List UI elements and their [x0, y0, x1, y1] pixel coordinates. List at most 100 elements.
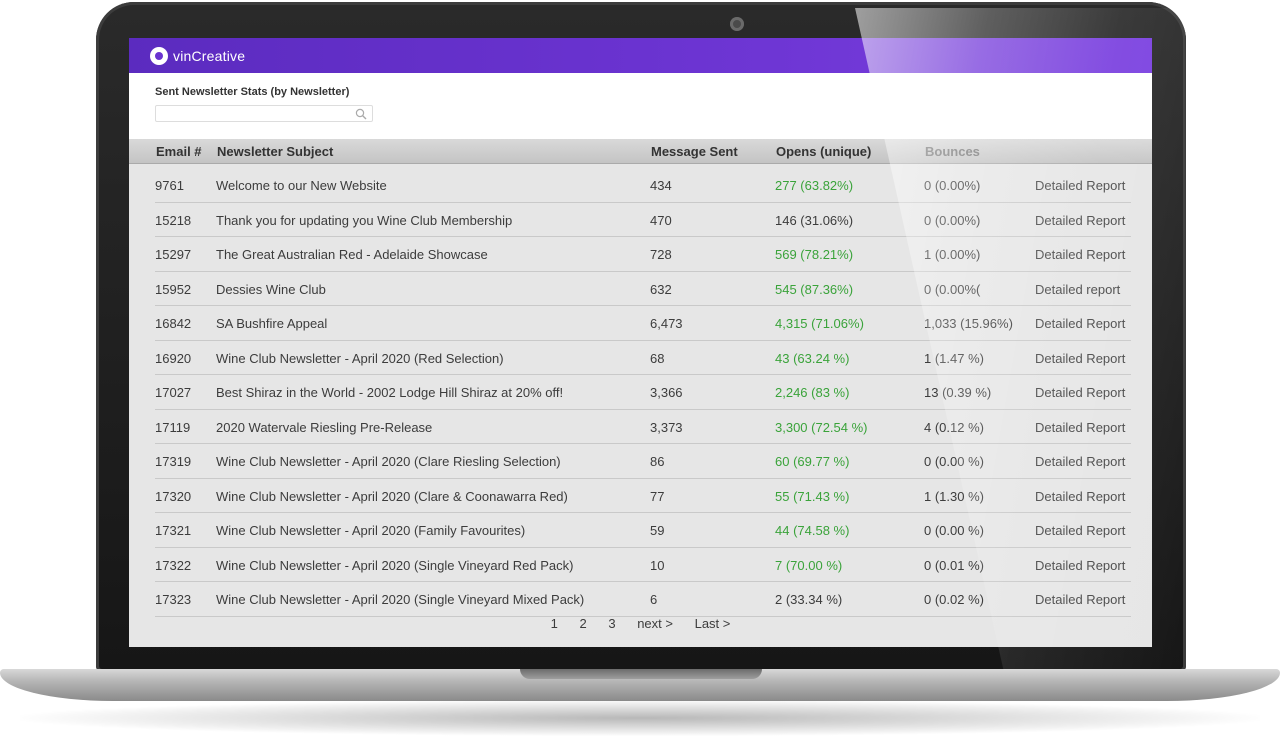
title-area: Sent Newsletter Stats (by Newsletter) [129, 73, 1152, 139]
bounces-cell: 0 (0.00%( [924, 281, 981, 297]
bounces-cell: 1,033 (15.96%) [924, 316, 1013, 331]
detailed-report-link[interactable]: Detailed Report [1035, 178, 1126, 193]
vincreative-logo-icon[interactable] [150, 46, 168, 65]
sent-count-cell: 434 [650, 178, 672, 193]
table-row: 17027 Best Shiraz in the World - 2002 Lod… [155, 375, 1131, 410]
laptop-shadow [20, 700, 1260, 736]
bounces-cell: 0 (0.00 %) [924, 454, 984, 469]
bounces-cell: 4 (0.12 %) [924, 419, 984, 435]
email-id-cell: 17321 [155, 523, 192, 538]
page-link-1[interactable]: 1 [550, 616, 558, 631]
detailed-report-link[interactable]: Detailed Report [1035, 523, 1126, 538]
detailed-report-link[interactable]: Detailed Report [1035, 385, 1126, 400]
detailed-report-link[interactable]: Detailed report [1035, 281, 1121, 297]
sent-count-cell: 3,366 [650, 385, 683, 400]
opens-cell: 55 (71.43 %) [775, 488, 850, 504]
detailed-report-link[interactable]: Detailed Report [1035, 592, 1126, 607]
sent-count-cell: 86 [650, 454, 665, 469]
header-email[interactable]: Email # [156, 144, 202, 159]
table-row: 17320 Wine Club Newsletter - April 2020 (… [155, 479, 1131, 513]
table-row: 17322 Wine Club Newsletter - April 2020 (… [155, 548, 1131, 582]
sent-count-cell: 728 [650, 247, 672, 262]
bounces-cell: 1 (1.47 %) [924, 350, 984, 366]
subject-cell: Wine Club Newsletter - April 2020 (Singl… [216, 592, 585, 607]
header-bounces[interactable]: Bounces [925, 144, 980, 159]
sent-count-cell: 3,373 [650, 419, 683, 435]
email-id-cell: 17320 [155, 488, 192, 504]
bounces-cell: 0 (0.01 %) [924, 557, 984, 573]
detailed-report-link[interactable]: Detailed Report [1035, 212, 1126, 228]
email-id-cell: 17027 [155, 385, 192, 400]
email-id-cell: 17119 [155, 419, 191, 435]
email-id-cell: 15952 [155, 281, 192, 297]
detailed-report-link[interactable]: Detailed Report [1035, 316, 1126, 331]
detailed-report-link[interactable]: Detailed Report [1035, 419, 1126, 435]
opens-cell: 146 (31.06%) [775, 212, 854, 228]
table-header: Email # Newsletter Subject Message Sent … [129, 139, 1152, 164]
header-opens[interactable]: Opens (unique) [776, 144, 872, 159]
sent-count-cell: 6 [650, 592, 658, 607]
subject-cell: Wine Club Newsletter - April 2020 (Clare… [216, 488, 568, 504]
opens-cell: 277 (63.82%) [775, 178, 854, 193]
opens-cell: 7 (70.00 %) [775, 557, 843, 573]
page-title: Sent Newsletter Stats (by Newsletter) [155, 86, 350, 98]
header-sent[interactable]: Message Sent [651, 144, 738, 159]
subject-cell: Best Shiraz in the World - 2002 Lodge Hi… [216, 385, 564, 400]
brand-name[interactable]: vinCreative [173, 47, 246, 64]
webcam [730, 17, 744, 31]
sent-count-cell: 6,473 [650, 316, 683, 331]
subject-cell: Dessies Wine Club [216, 281, 326, 297]
table-row: 16842 SA Bushfire Appeal 6,473 4,315 (71.06… [155, 306, 1131, 341]
email-id-cell: 16842 [155, 316, 192, 331]
screen: vinCreative Sent Newsletter Stats (by Ne… [129, 38, 1152, 647]
sent-count-cell: 59 [650, 523, 665, 538]
last-page-link[interactable]: Last > [694, 616, 731, 631]
bounces-cell: 1 (0.00%) [924, 247, 981, 262]
email-id-cell: 15297 [155, 247, 192, 262]
opens-cell: 2,246 (83 %) [775, 385, 850, 400]
bounces-cell: 1 (1.30 %) [924, 488, 984, 504]
subject-cell: Wine Club Newsletter - April 2020 (Clare… [216, 454, 561, 469]
opens-cell: 60 (69.77 %) [775, 454, 850, 469]
search-input[interactable] [155, 105, 373, 122]
table-row: 15297 The Great Australian Red - Adelaide… [155, 237, 1131, 272]
subject-cell: The Great Australian Red - Adelaide Show… [216, 247, 488, 262]
subject-cell: Wine Club Newsletter - April 2020 (Red S… [216, 350, 504, 366]
search-icon[interactable] [355, 108, 367, 120]
email-id-cell: 9761 [155, 178, 184, 193]
detailed-report-link[interactable]: Detailed Report [1035, 488, 1126, 504]
next-page-link[interactable]: next > [637, 616, 673, 631]
bounces-cell: 0 (0.00 %) [924, 523, 984, 538]
table-row: 9761 Welcome to our New Website 434 277 (63… [155, 168, 1131, 203]
opens-cell: 545 (87.36%) [775, 281, 854, 297]
opens-cell: 43 (63.24 %) [775, 350, 850, 366]
bounces-cell: 0 (0.00%) [924, 212, 981, 228]
bounces-cell: 0 (0.02 %) [924, 592, 984, 607]
subject-cell: Wine Club Newsletter - April 2020 (Singl… [216, 557, 574, 573]
email-id-cell: 15218 [155, 212, 192, 228]
email-id-cell: 17323 [155, 592, 192, 607]
opens-cell: 569 (78.21%) [775, 247, 854, 262]
opens-cell: 44 (74.58 %) [775, 523, 850, 538]
page-link-2[interactable]: 2 [579, 616, 587, 631]
email-id-cell: 17319 [155, 454, 192, 469]
table-row: 17323 Wine Club Newsletter - April 2020 (… [155, 582, 1131, 617]
email-id-cell: 17322 [155, 557, 192, 573]
page-link-3[interactable]: 3 [608, 616, 616, 631]
table-row: 15218 Thank you for updating you Wine Clu… [155, 203, 1131, 237]
subject-cell: Welcome to our New Website [216, 178, 387, 193]
detailed-report-link[interactable]: Detailed Report [1035, 350, 1126, 366]
detailed-report-link[interactable]: Detailed Report [1035, 557, 1126, 573]
subject-cell: SA Bushfire Appeal [216, 316, 328, 331]
pagination: 1 2 3 next > Last > [129, 616, 1152, 631]
header-subject[interactable]: Newsletter Subject [217, 144, 334, 159]
table-row: 17319 Wine Club Newsletter - April 2020 (… [155, 444, 1131, 479]
table-row: 16920 Wine Club Newsletter - April 2020 (… [155, 341, 1131, 375]
detailed-report-link[interactable]: Detailed Report [1035, 247, 1126, 262]
sent-count-cell: 470 [650, 212, 672, 228]
subject-cell: Thank you for updating you Wine Club Mem… [216, 212, 513, 228]
detailed-report-link[interactable]: Detailed Report [1035, 454, 1126, 469]
table-row: 15952 Dessies Wine Club 632 545 (87.36%) 0 (… [155, 272, 1131, 306]
sent-count-cell: 77 [650, 488, 665, 504]
opens-cell: 4,315 (71.06%) [775, 316, 864, 331]
